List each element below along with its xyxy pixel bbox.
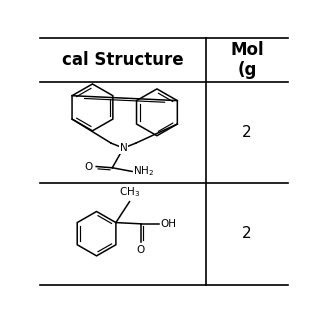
Text: O: O — [84, 162, 92, 172]
Text: O: O — [137, 245, 145, 255]
Text: 2: 2 — [242, 226, 252, 241]
Text: 2: 2 — [242, 124, 252, 140]
Text: cal Structure: cal Structure — [62, 51, 184, 69]
Text: OH: OH — [161, 219, 177, 229]
Text: NH$_2$: NH$_2$ — [133, 164, 155, 178]
Text: CH$_3$: CH$_3$ — [119, 185, 140, 199]
Text: N: N — [120, 143, 127, 153]
Text: Mol
(g: Mol (g — [230, 41, 264, 79]
